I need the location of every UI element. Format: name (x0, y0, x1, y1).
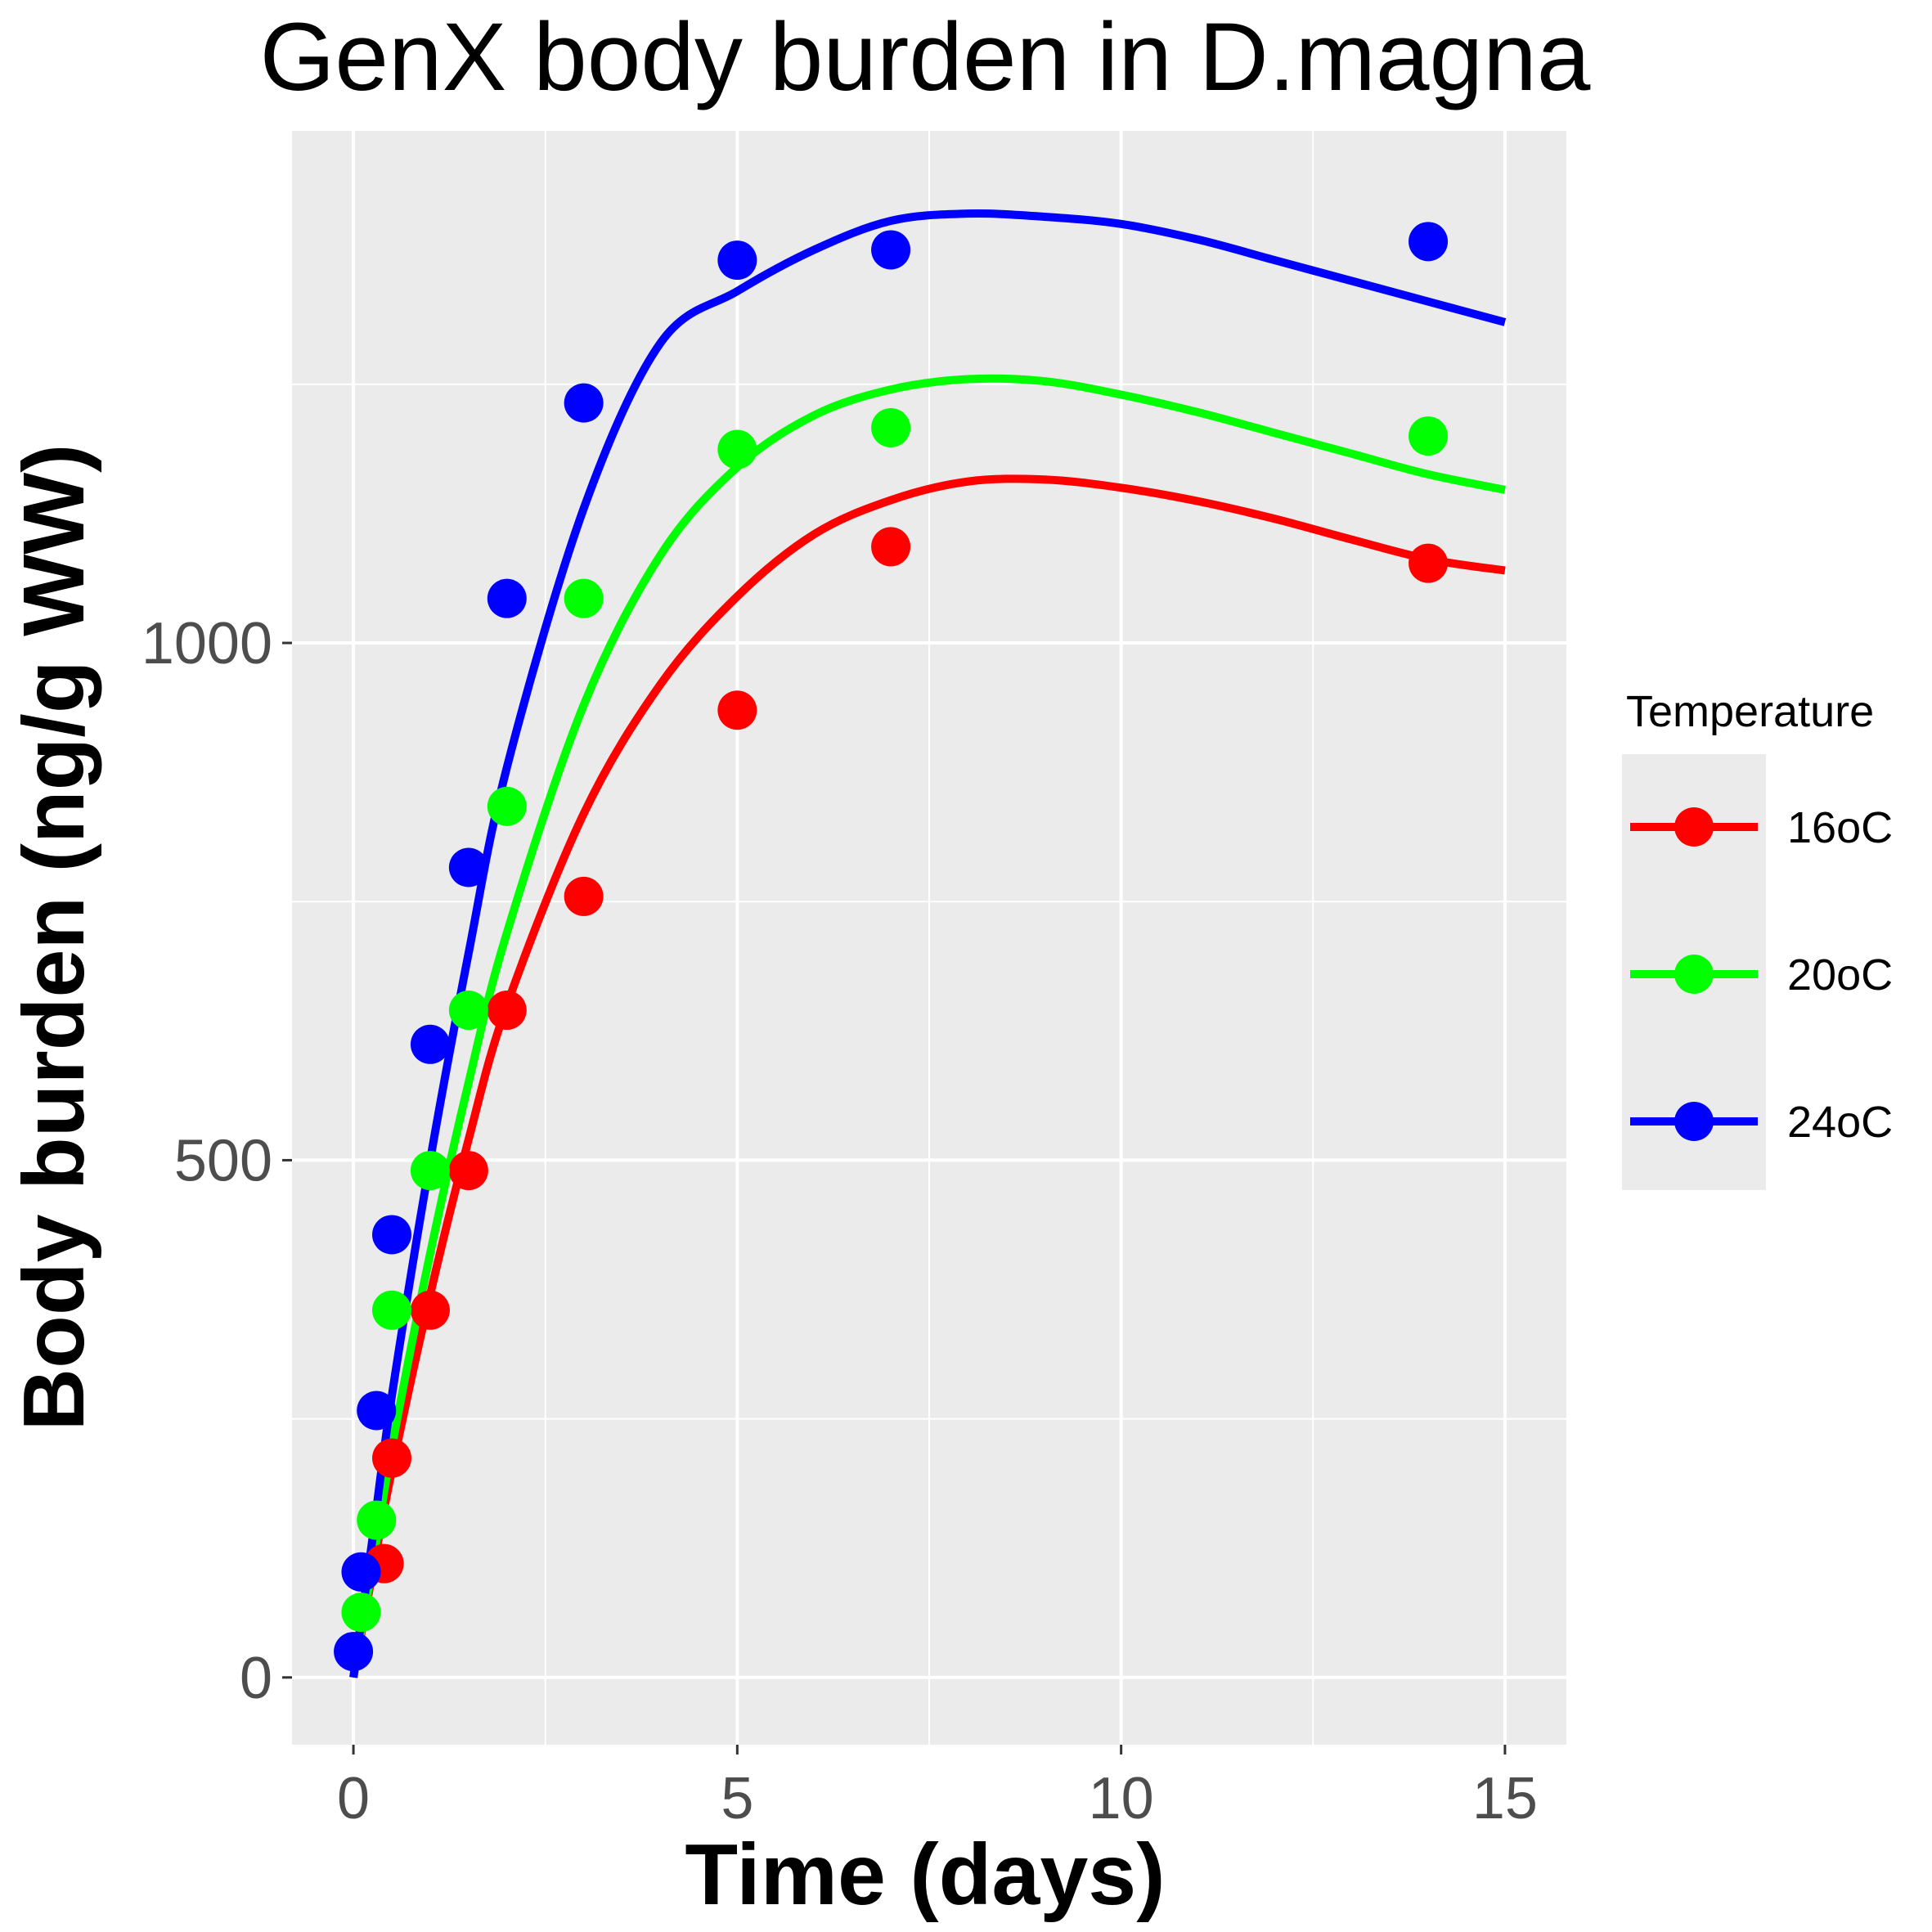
point-24oC (871, 230, 911, 270)
x-tick-label: 0 (337, 1766, 370, 1831)
point-24oC (372, 1215, 412, 1255)
curve-24oC (349, 209, 1507, 1678)
point-16oC (372, 1438, 412, 1478)
point-24oC (357, 1391, 397, 1431)
point-20oC (410, 1151, 450, 1191)
point-24oC (334, 1632, 374, 1672)
legend: Temperature 16oC 20oC 24oC (1622, 687, 1893, 1190)
point-24oC (487, 578, 527, 618)
y-axis: 0 500 1000 (142, 611, 292, 1711)
y-tick-label: 1000 (142, 611, 272, 676)
point-20oC (341, 1593, 381, 1633)
point-20oC (564, 578, 604, 618)
y-tick-label: 500 (174, 1128, 272, 1193)
point-16oC (871, 527, 911, 567)
point-24oC (410, 1024, 450, 1064)
legend-dot-20oC (1674, 955, 1714, 994)
legend-label-24oC: 24oC (1787, 1098, 1893, 1147)
legend-dot-24oC (1674, 1102, 1714, 1141)
point-24oC (1409, 222, 1449, 262)
point-24oC (341, 1552, 381, 1592)
point-20oC (487, 786, 527, 826)
grid-major (292, 131, 1566, 1745)
point-24oC (564, 383, 604, 423)
x-tick-label: 5 (721, 1766, 753, 1831)
y-tick-label: 0 (240, 1646, 272, 1711)
point-20oC (357, 1500, 397, 1540)
point-20oC (448, 991, 488, 1031)
point-16oC (1409, 543, 1449, 583)
point-16oC (410, 1290, 450, 1330)
point-20oC (871, 407, 911, 447)
point-20oC (1409, 416, 1449, 456)
point-20oC (372, 1290, 412, 1330)
legend-dot-16oC (1674, 807, 1714, 847)
point-16oC (564, 876, 604, 916)
chart-title: GenX body burden in D.magna (260, 3, 1591, 111)
legend-title: Temperature (1626, 687, 1874, 736)
point-16oC (487, 991, 527, 1031)
legend-label-16oC: 16oC (1787, 803, 1893, 852)
point-20oC (717, 429, 757, 470)
y-axis-title: Body burden (ng/g WW) (6, 444, 102, 1431)
x-tick-label: 15 (1472, 1766, 1538, 1831)
point-16oC (448, 1151, 488, 1191)
x-axis: 0 5 10 15 (337, 1745, 1538, 1831)
x-axis-title: Time (days) (685, 1826, 1165, 1923)
observed-points (334, 222, 1449, 1672)
point-16oC (717, 690, 757, 730)
legend-label-20oC: 20oC (1787, 950, 1893, 1000)
point-24oC (717, 240, 757, 281)
x-tick-label: 10 (1089, 1766, 1154, 1831)
point-24oC (448, 847, 488, 887)
curve-20oC (349, 374, 1506, 1678)
